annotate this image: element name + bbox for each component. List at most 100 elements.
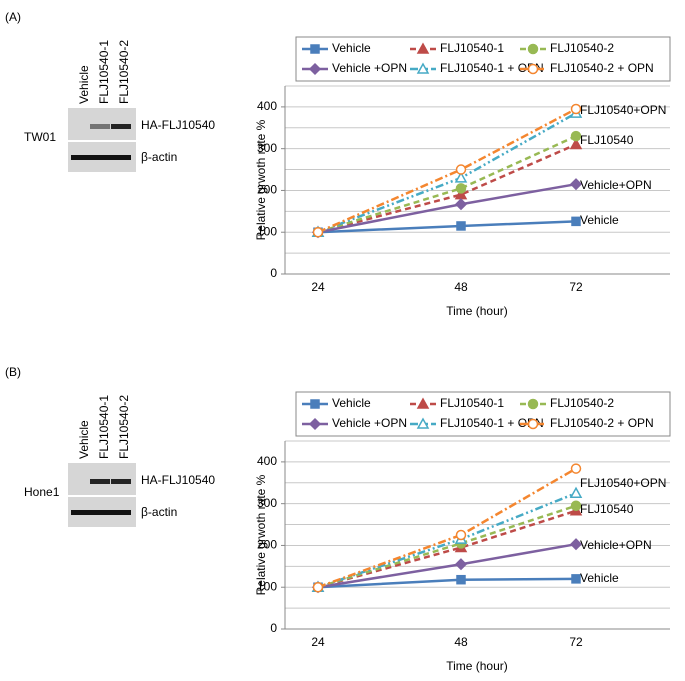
legend-marker — [308, 417, 322, 431]
series-line — [317, 492, 577, 589]
marker — [454, 558, 468, 571]
marker — [456, 574, 466, 585]
annotation: FLJ10540 — [580, 133, 634, 147]
annotation: Vehicle — [580, 571, 619, 585]
x-tick-label: 48 — [454, 280, 468, 294]
legend-marker — [416, 42, 430, 54]
marker — [570, 463, 582, 474]
series-line — [317, 220, 577, 234]
series — [313, 216, 581, 237]
y-tick-label: 0 — [270, 266, 277, 280]
legend-marker — [416, 62, 430, 74]
y-tick-label: 0 — [270, 621, 277, 635]
legend-label: Vehicle +OPN — [332, 416, 407, 430]
legend-box — [295, 391, 671, 437]
legend-label: Vehicle — [332, 396, 371, 410]
legend-label: FLJ10540-2 + OPN — [550, 61, 654, 75]
marker — [455, 183, 467, 194]
band — [111, 510, 131, 515]
legend-label: FLJ10540-2 — [550, 396, 614, 410]
marker — [571, 574, 581, 584]
band — [91, 155, 111, 160]
lane-label: FLJ10540-1 — [97, 395, 111, 459]
y-tick-label: 200 — [257, 183, 277, 197]
marker — [455, 164, 467, 175]
legend-label: FLJ10540-1 + OPN — [440, 61, 544, 75]
y-tick-label: 100 — [257, 224, 277, 238]
marker — [570, 103, 582, 115]
annotation: Vehicle+OPN — [580, 538, 652, 552]
annotation: FLJ10540+OPN — [580, 103, 666, 117]
marker — [570, 500, 582, 512]
series — [312, 103, 582, 238]
band — [90, 479, 110, 484]
legend-marker — [527, 43, 539, 55]
band — [71, 155, 91, 160]
y-tick-label: 300 — [257, 141, 277, 155]
x-tick-label: 48 — [454, 635, 468, 649]
y-axis-title: Relative grwoth rate % — [254, 119, 268, 240]
marker — [569, 178, 583, 191]
x-tick-label: 72 — [569, 635, 583, 649]
lane-label: FLJ10540-2 — [117, 40, 131, 104]
cell-line: Hone1 — [24, 485, 60, 499]
y-tick-label: 400 — [257, 454, 277, 468]
y-tick-label: 400 — [257, 99, 277, 113]
marker — [454, 198, 468, 211]
legend-label: FLJ10540-2 + OPN — [550, 416, 654, 430]
legend-marker — [310, 44, 320, 54]
marker — [312, 581, 324, 593]
legend-marker — [527, 418, 539, 430]
series — [311, 178, 583, 239]
legend-label: FLJ10540-1 — [440, 396, 504, 410]
legend-label: FLJ10540-1 + OPN — [440, 416, 544, 430]
marker — [569, 538, 583, 551]
legend-box — [295, 36, 671, 82]
marker — [571, 216, 581, 227]
legend-label: Vehicle +OPN — [332, 61, 407, 75]
series — [313, 574, 581, 592]
annotation: Vehicle — [580, 213, 619, 227]
marker — [570, 130, 582, 142]
legend-marker — [416, 397, 430, 409]
legend-marker — [527, 63, 539, 75]
panel-label: (A) — [5, 10, 21, 24]
series-line — [317, 504, 577, 589]
series-line — [317, 112, 577, 234]
series-line — [317, 143, 577, 234]
series — [312, 463, 582, 593]
annotation: FLJ10540+OPN — [580, 476, 666, 490]
y-tick-label: 100 — [257, 579, 277, 593]
legend-marker — [416, 417, 430, 429]
band — [90, 124, 110, 129]
legend-label: Vehicle — [332, 41, 371, 55]
lane-label: Vehicle — [77, 420, 91, 459]
marker — [455, 529, 467, 541]
band — [111, 479, 131, 484]
lane-label: Vehicle — [77, 65, 91, 104]
y-tick-label: 300 — [257, 496, 277, 510]
band-label: HA-FLJ10540 — [141, 473, 215, 487]
annotation: Vehicle+OPN — [580, 178, 652, 192]
series-line — [317, 134, 577, 234]
band-label: β-actin — [141, 505, 177, 519]
panel-label: (B) — [5, 365, 21, 379]
legend-marker — [308, 62, 322, 76]
band-label: HA-FLJ10540 — [141, 118, 215, 132]
marker — [312, 226, 324, 238]
legend-label: FLJ10540-2 — [550, 41, 614, 55]
marker — [454, 171, 468, 183]
band-label: β-actin — [141, 150, 177, 164]
marker — [569, 486, 583, 498]
x-tick-label: 24 — [311, 635, 325, 649]
band — [91, 510, 111, 515]
series-line — [317, 467, 577, 589]
annotation: FLJ10540 — [580, 502, 634, 516]
band — [111, 124, 131, 129]
x-tick-label: 24 — [311, 280, 325, 294]
x-tick-label: 72 — [569, 280, 583, 294]
marker — [569, 137, 583, 150]
y-tick-label: 200 — [257, 538, 277, 552]
lane-label: FLJ10540-1 — [97, 40, 111, 104]
